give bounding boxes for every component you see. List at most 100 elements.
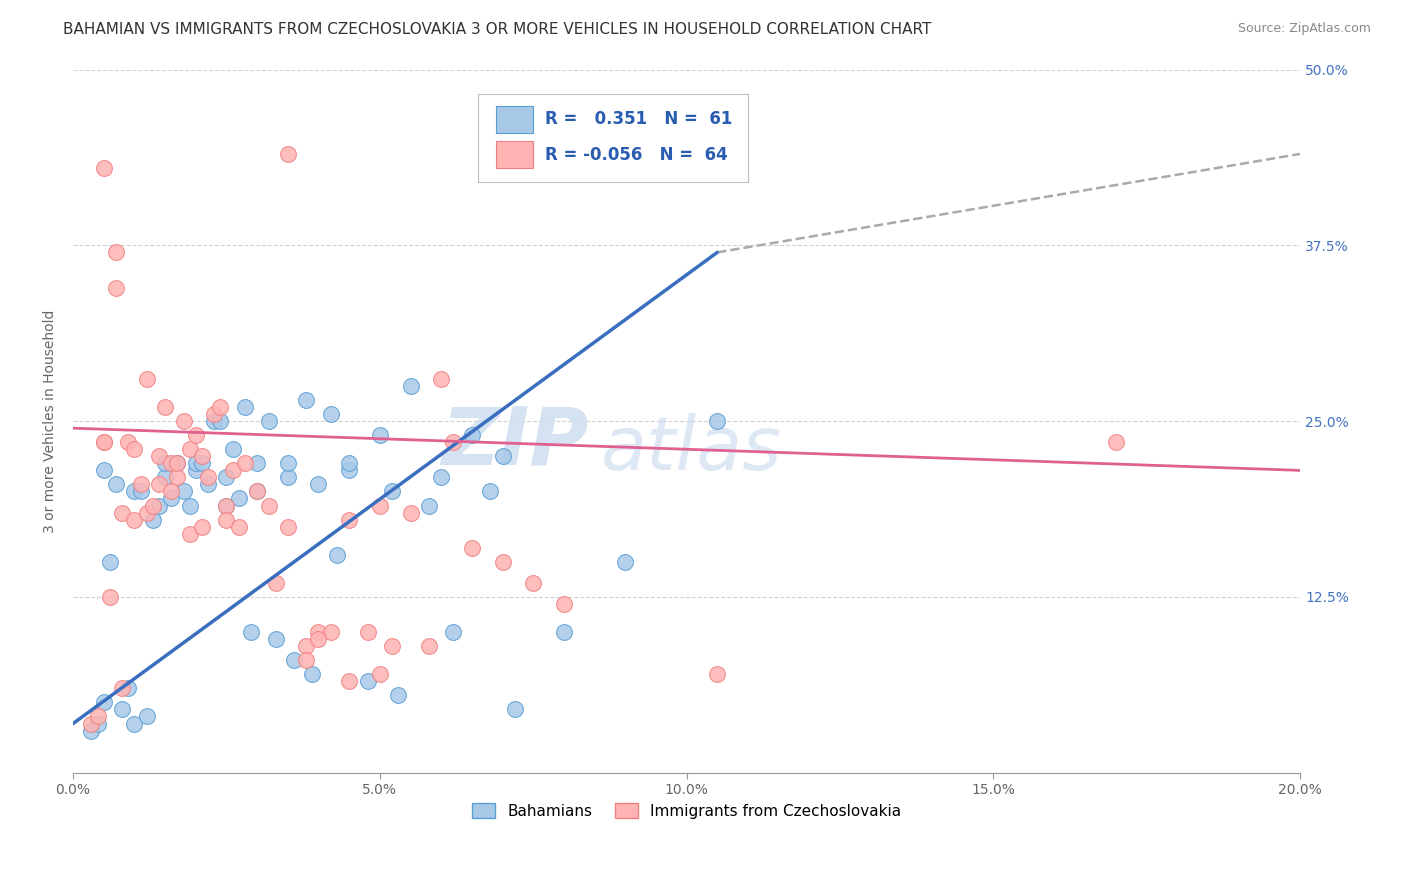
Point: [166, 456, 188, 470]
Point: [215, 470, 238, 484]
Point: [124, 442, 146, 457]
Point: [381, 484, 404, 499]
Point: [215, 499, 238, 513]
Point: [173, 414, 195, 428]
Point: [142, 513, 165, 527]
Point: [337, 674, 360, 689]
Point: [191, 456, 214, 470]
Point: [443, 435, 465, 450]
Point: [319, 625, 342, 640]
Point: [93, 435, 115, 450]
Point: [179, 499, 201, 513]
Text: R =   0.351   N =  61: R = 0.351 N = 61: [546, 111, 733, 128]
Point: [277, 519, 299, 533]
Point: [368, 499, 391, 513]
Point: [337, 513, 360, 527]
Point: [277, 147, 299, 161]
Point: [135, 372, 157, 386]
Point: [142, 499, 165, 513]
Point: [197, 470, 219, 484]
Point: [111, 681, 134, 696]
Point: [148, 499, 170, 513]
Point: [706, 414, 728, 428]
Point: [221, 463, 243, 477]
Text: Source: ZipAtlas.com: Source: ZipAtlas.com: [1237, 22, 1371, 36]
Point: [1105, 435, 1128, 450]
Text: ZIP: ZIP: [441, 403, 589, 482]
FancyBboxPatch shape: [496, 106, 533, 133]
Point: [153, 470, 176, 484]
Point: [184, 463, 207, 477]
Point: [111, 506, 134, 520]
Point: [129, 484, 152, 499]
Point: [98, 590, 121, 604]
Point: [228, 491, 250, 506]
Point: [387, 689, 409, 703]
Point: [418, 499, 440, 513]
Point: [553, 625, 575, 640]
Point: [98, 555, 121, 569]
Point: [93, 435, 115, 450]
Point: [153, 456, 176, 470]
Point: [124, 716, 146, 731]
Point: [179, 442, 201, 457]
Point: [430, 470, 453, 484]
Point: [356, 625, 378, 640]
Point: [105, 245, 128, 260]
Point: [202, 407, 225, 421]
Point: [105, 477, 128, 491]
Point: [191, 519, 214, 533]
Point: [240, 625, 263, 640]
Point: [522, 575, 544, 590]
Point: [503, 702, 526, 716]
Point: [246, 484, 269, 499]
Point: [166, 456, 188, 470]
Point: [399, 379, 422, 393]
Point: [209, 400, 232, 414]
Point: [124, 513, 146, 527]
Legend: Bahamians, Immigrants from Czechoslovakia: Bahamians, Immigrants from Czechoslovaki…: [465, 797, 907, 825]
Point: [326, 548, 349, 562]
Point: [221, 442, 243, 457]
Point: [160, 456, 183, 470]
Point: [191, 450, 214, 464]
Point: [93, 695, 115, 709]
Point: [308, 632, 330, 647]
Point: [368, 667, 391, 681]
Point: [706, 667, 728, 681]
Point: [153, 400, 176, 414]
Point: [173, 484, 195, 499]
Point: [209, 414, 232, 428]
FancyBboxPatch shape: [478, 95, 748, 182]
Point: [184, 428, 207, 442]
Point: [179, 526, 201, 541]
Point: [461, 541, 484, 555]
Point: [381, 639, 404, 653]
Y-axis label: 3 or more Vehicles in Household: 3 or more Vehicles in Household: [44, 310, 58, 533]
Point: [553, 597, 575, 611]
Point: [337, 463, 360, 477]
Point: [295, 653, 318, 667]
Point: [215, 499, 238, 513]
Point: [264, 575, 287, 590]
Point: [166, 470, 188, 484]
Point: [105, 280, 128, 294]
Point: [356, 674, 378, 689]
Point: [259, 414, 281, 428]
Point: [233, 400, 256, 414]
Point: [117, 681, 139, 696]
Point: [135, 709, 157, 723]
Point: [86, 709, 108, 723]
Point: [160, 491, 183, 506]
Point: [246, 484, 269, 499]
Point: [246, 456, 269, 470]
Point: [160, 484, 183, 499]
Point: [295, 392, 318, 407]
Point: [80, 723, 103, 738]
Point: [86, 716, 108, 731]
Point: [399, 506, 422, 520]
Point: [368, 428, 391, 442]
Text: R = -0.056   N =  64: R = -0.056 N = 64: [546, 145, 728, 163]
Point: [283, 653, 305, 667]
Point: [148, 450, 170, 464]
